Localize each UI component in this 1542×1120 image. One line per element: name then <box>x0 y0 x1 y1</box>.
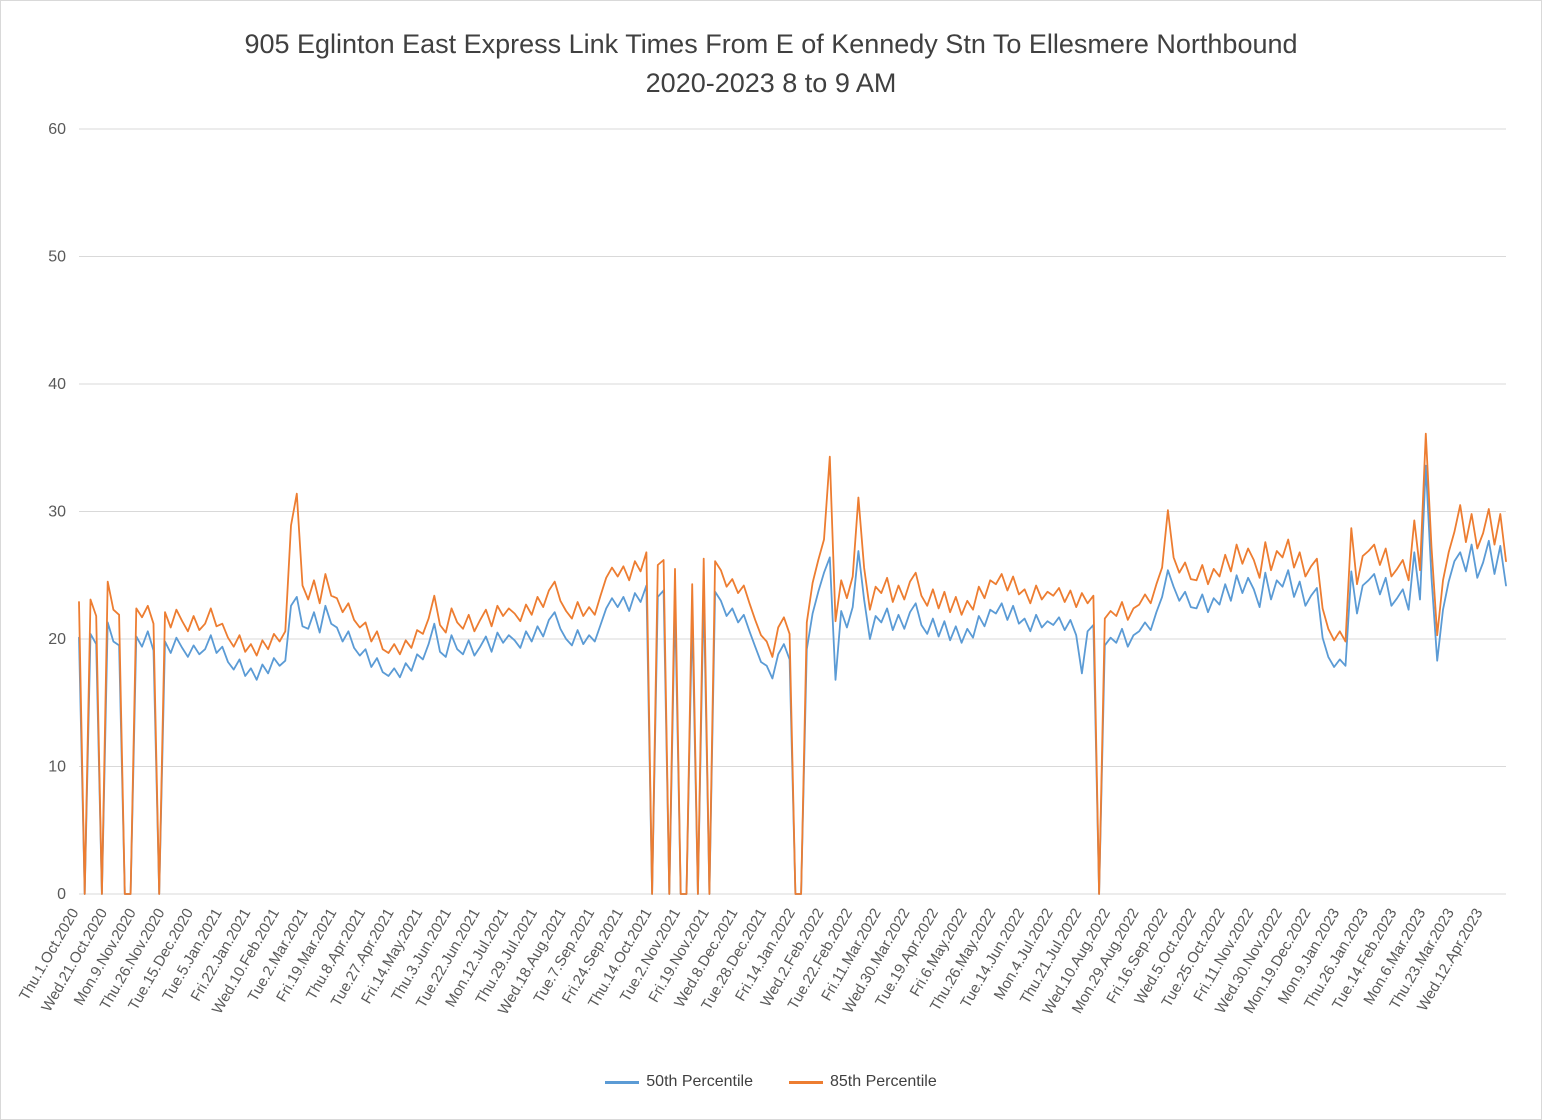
chart-title-line2: 2020-2023 8 to 9 AM <box>645 68 897 98</box>
y-tick-label: 30 <box>48 504 66 521</box>
y-tick-label: 10 <box>48 759 66 776</box>
chart-legend: 50th Percentile 85th Percentile <box>1 1073 1541 1091</box>
y-tick-label: 0 <box>57 886 66 903</box>
y-tick-label: 20 <box>48 631 66 648</box>
y-tick-label: 60 <box>48 121 66 138</box>
series-line-85th-percentile <box>78 432 1507 895</box>
legend-swatch-50th-percentile <box>605 1080 640 1084</box>
legend-swatch-85th-percentile <box>789 1080 823 1084</box>
y-tick-label: 50 <box>48 249 66 266</box>
legend-item-50th-percentile: 50th Percentile <box>605 1073 753 1091</box>
chart-title: 905 Eglinton East Express Link Times Fro… <box>1 25 1541 103</box>
legend-label-50th-percentile: 50th Percentile <box>646 1073 753 1090</box>
chart-title-line1: 905 Eglinton East Express Link Times Fro… <box>244 29 1298 59</box>
legend-label-85th-percentile: 85th Percentile <box>830 1073 937 1090</box>
y-tick-label: 40 <box>48 376 66 393</box>
series-line-50th-percentile <box>78 464 1507 895</box>
legend-item-85th-percentile: 85th Percentile <box>789 1073 937 1091</box>
